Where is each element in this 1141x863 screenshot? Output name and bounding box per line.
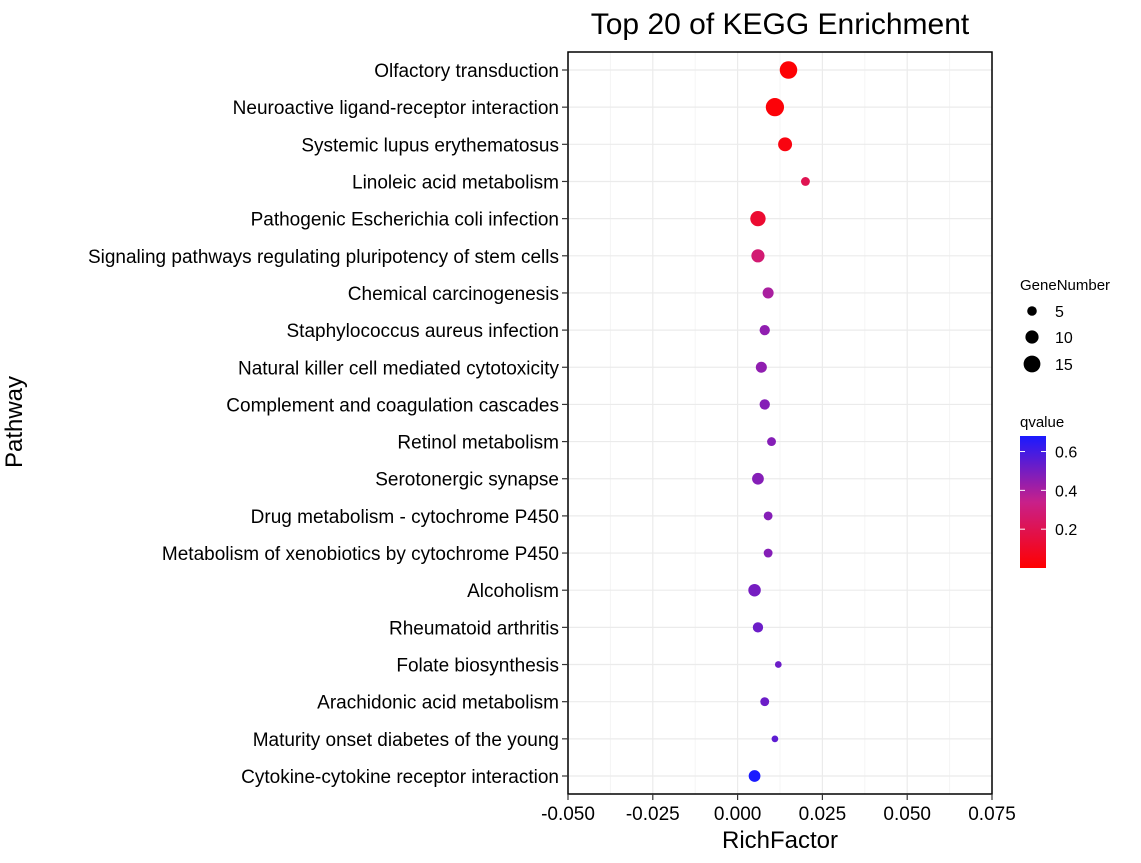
x-tick-label: 0.050 xyxy=(883,804,931,825)
data-point xyxy=(760,697,770,707)
chart-title: Top 20 of KEGG Enrichment xyxy=(591,8,970,41)
data-point xyxy=(801,177,810,186)
y-axis-label: Pathway xyxy=(1,376,28,468)
y-axis-tick-labels: Olfactory transduction Neuroactive ligand… xyxy=(88,61,568,788)
y-tick-label: Metabolism of xenobiotics by cytochrome … xyxy=(162,544,559,565)
data-point xyxy=(763,511,773,521)
y-tick-label: Pathogenic Escherichia coli infection xyxy=(251,210,559,231)
size-legend-key xyxy=(1027,306,1037,316)
color-legend-label: 0.2 xyxy=(1055,522,1077,539)
data-point xyxy=(748,583,761,597)
data-point xyxy=(752,472,764,485)
data-point xyxy=(763,548,773,558)
data-point xyxy=(767,437,776,447)
y-tick-label: Chemical carcinogenesis xyxy=(348,284,559,305)
plot-border xyxy=(567,51,993,795)
data-point xyxy=(751,249,765,263)
y-tick-label: Rheumatoid arthritis xyxy=(389,618,559,639)
data-point xyxy=(750,210,766,227)
color-legend-label: 0.6 xyxy=(1055,445,1077,462)
x-tick-label: -0.050 xyxy=(541,804,595,825)
x-tick-label: 0.075 xyxy=(968,804,1016,825)
y-tick-label: Alcoholism xyxy=(467,581,559,602)
data-point xyxy=(759,324,770,336)
data-point xyxy=(762,287,774,299)
data-point xyxy=(759,399,770,410)
size-legend: GeneNumber 5 10 15 xyxy=(1020,277,1110,374)
data-point xyxy=(755,361,767,373)
color-legend: qvalue 0.6 0.4 0.2 xyxy=(1020,414,1077,568)
data-point xyxy=(748,770,761,782)
data-point xyxy=(771,735,779,743)
x-tick-label: -0.025 xyxy=(626,804,680,825)
size-legend-title: GeneNumber xyxy=(1020,277,1110,294)
size-legend-key xyxy=(1025,330,1039,344)
size-legend-label: 15 xyxy=(1055,357,1073,374)
data-point xyxy=(765,98,785,117)
x-axis-tick-labels: -0.050 -0.025 0.000 0.025 0.050 0.075 xyxy=(541,794,1016,825)
x-axis-label: RichFactor xyxy=(722,827,838,854)
y-tick-label: Arachidonic acid metabolism xyxy=(317,693,559,714)
data-point xyxy=(774,661,782,668)
y-tick-label: Staphylococcus aureus infection xyxy=(287,321,560,342)
data-points xyxy=(748,61,810,782)
x-tick-label: 0.000 xyxy=(714,804,762,825)
y-tick-label: Cytokine-cytokine receptor interaction xyxy=(241,767,559,788)
size-legend-key xyxy=(1023,355,1041,373)
y-tick-label: Signaling pathways regulating pluripoten… xyxy=(88,247,559,268)
color-legend-title: qvalue xyxy=(1020,414,1064,431)
y-tick-label: Retinol metabolism xyxy=(397,433,559,454)
y-tick-label: Linoleic acid metabolism xyxy=(352,172,559,193)
y-tick-label: Drug metabolism - cytochrome P450 xyxy=(251,507,559,528)
data-point xyxy=(778,137,793,152)
y-tick-label: Folate biosynthesis xyxy=(396,656,559,677)
data-point xyxy=(752,622,764,633)
y-tick-label: Olfactory transduction xyxy=(374,61,559,82)
y-tick-label: Neuroactive ligand-receptor interaction xyxy=(233,98,559,119)
size-legend-label: 10 xyxy=(1055,330,1073,347)
size-legend-label: 5 xyxy=(1055,304,1064,321)
x-tick-label: 0.025 xyxy=(799,804,847,825)
y-tick-label: Complement and coagulation cascades xyxy=(226,395,559,416)
color-legend-bar xyxy=(1020,436,1046,568)
y-tick-label: Serotonergic synapse xyxy=(375,470,559,491)
data-point xyxy=(779,61,798,79)
y-tick-label: Natural killer cell mediated cytotoxicit… xyxy=(238,358,560,379)
color-legend-label: 0.4 xyxy=(1055,483,1077,500)
y-tick-label: Maturity onset diabetes of the young xyxy=(253,730,559,751)
y-tick-label: Systemic lupus erythematosus xyxy=(301,135,559,156)
